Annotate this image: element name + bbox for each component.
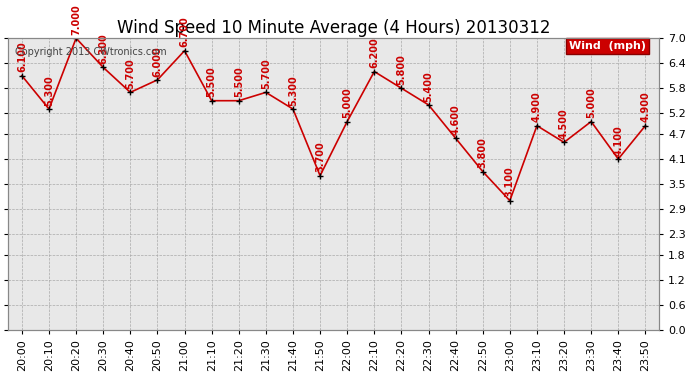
Text: 6.300: 6.300 xyxy=(98,33,108,64)
Text: Wind  (mph): Wind (mph) xyxy=(569,41,646,51)
Text: 6.000: 6.000 xyxy=(152,46,162,76)
Text: 5.000: 5.000 xyxy=(586,87,596,118)
Text: 3.100: 3.100 xyxy=(505,166,515,197)
Text: 5.700: 5.700 xyxy=(261,58,271,89)
Text: 4.900: 4.900 xyxy=(640,92,651,122)
Text: 5.300: 5.300 xyxy=(44,75,54,106)
Text: 6.200: 6.200 xyxy=(369,38,380,68)
Text: 7.000: 7.000 xyxy=(71,4,81,35)
Text: 6.100: 6.100 xyxy=(17,42,27,72)
Text: 4.100: 4.100 xyxy=(613,125,623,156)
Text: 5.500: 5.500 xyxy=(206,67,217,98)
Text: 4.600: 4.600 xyxy=(451,104,461,135)
Text: 4.500: 4.500 xyxy=(559,108,569,139)
Text: 3.800: 3.800 xyxy=(477,137,488,168)
Text: 5.500: 5.500 xyxy=(234,67,244,98)
Text: 5.300: 5.300 xyxy=(288,75,298,106)
Text: 3.700: 3.700 xyxy=(315,142,325,172)
Text: 5.800: 5.800 xyxy=(396,54,406,85)
Text: 5.700: 5.700 xyxy=(126,58,135,89)
Text: Copyright 2013 CWtronics.com: Copyright 2013 CWtronics.com xyxy=(15,47,166,57)
Text: 6.700: 6.700 xyxy=(179,16,190,47)
Text: 4.900: 4.900 xyxy=(532,92,542,122)
Title: Wind Speed 10 Minute Average (4 Hours) 20130312: Wind Speed 10 Minute Average (4 Hours) 2… xyxy=(117,19,551,37)
Text: 5.400: 5.400 xyxy=(424,71,433,102)
Text: 5.000: 5.000 xyxy=(342,87,352,118)
